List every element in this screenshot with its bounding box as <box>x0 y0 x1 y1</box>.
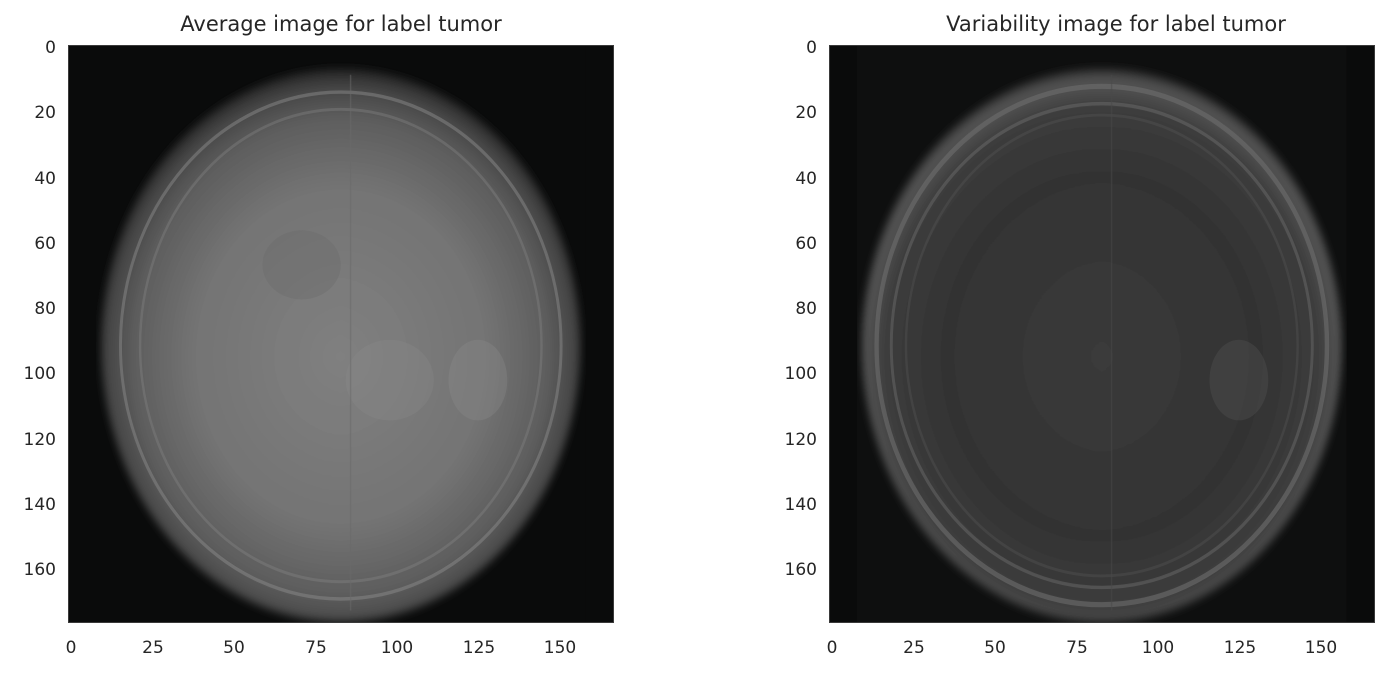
x-tick-label: 75 <box>1066 638 1088 658</box>
average-brain-image <box>96 46 586 622</box>
y-tick-label: 160 <box>784 560 817 580</box>
y-tick-label: 60 <box>795 234 817 254</box>
x-tick-label: 150 <box>1304 638 1338 658</box>
x-tick-label: 0 <box>826 638 838 658</box>
y-tick-label: 0 <box>45 38 56 58</box>
x-tick-label: 100 <box>1141 638 1175 658</box>
x-tick-label: 25 <box>903 638 925 658</box>
x-tick-label: 50 <box>984 638 1006 658</box>
x-tick-label: 125 <box>462 638 496 658</box>
average-image-plot <box>68 45 614 623</box>
x-tick-label: 100 <box>380 638 414 658</box>
variability-image-plot <box>829 45 1375 623</box>
x-tick-label: 0 <box>65 638 77 658</box>
y-tick-label: 20 <box>795 103 817 123</box>
y-tick-label: 120 <box>23 430 56 450</box>
y-tick-label: 80 <box>795 299 817 319</box>
y-tick-label: 80 <box>34 299 56 319</box>
y-tick-label: 0 <box>806 38 817 58</box>
y-tick-label: 140 <box>23 495 56 515</box>
panel-title: Average image for label tumor <box>180 12 502 36</box>
y-tick-label: 120 <box>784 430 817 450</box>
y-tick-label: 100 <box>784 364 817 384</box>
variability-brain-image <box>857 46 1347 622</box>
y-tick-label: 40 <box>795 169 817 189</box>
x-tick-label: 50 <box>223 638 245 658</box>
panel-title: Variability image for label tumor <box>946 12 1286 36</box>
y-tick-label: 40 <box>34 169 56 189</box>
y-tick-label: 160 <box>23 560 56 580</box>
y-tick-label: 100 <box>23 364 56 384</box>
x-tick-label: 150 <box>543 638 577 658</box>
y-tick-label: 20 <box>34 103 56 123</box>
average-image-panel: Average image for label tumor <box>0 0 680 673</box>
y-tick-label: 140 <box>784 495 817 515</box>
y-tick-label: 60 <box>34 234 56 254</box>
x-tick-label: 125 <box>1223 638 1257 658</box>
variability-image-panel: Variability image for label tumor <box>761 0 1390 673</box>
x-tick-label: 75 <box>305 638 327 658</box>
x-tick-label: 25 <box>142 638 164 658</box>
